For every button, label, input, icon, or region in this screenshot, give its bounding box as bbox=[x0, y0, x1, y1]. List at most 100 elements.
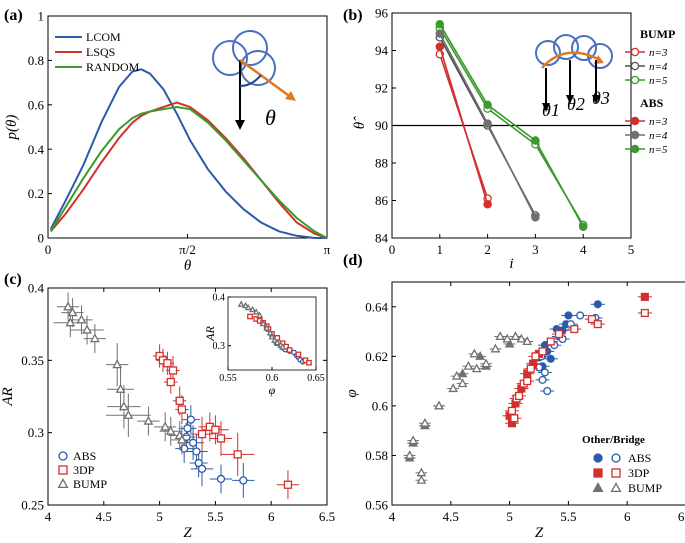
x-axis-label: Z bbox=[183, 525, 192, 541]
data-point bbox=[531, 136, 540, 145]
data-point-3dp bbox=[283, 480, 293, 489]
data-point-abs-bridge bbox=[540, 368, 549, 377]
data-point-3dp bbox=[211, 425, 220, 434]
data-point-bump-bridge bbox=[481, 358, 491, 368]
y-tick-label: 96 bbox=[375, 6, 389, 21]
legend-label-3dp: 3DP bbox=[73, 463, 95, 477]
plot-frame bbox=[391, 281, 685, 506]
data-point-bump-bridge bbox=[516, 333, 527, 343]
y-axis-label: φ bbox=[344, 389, 360, 397]
data-point-3dp bbox=[166, 377, 175, 387]
x-tick-label: 1 bbox=[437, 242, 444, 257]
series-line-lcom bbox=[49, 68, 327, 239]
sphere-3 bbox=[571, 35, 597, 61]
legend-swatch-marker bbox=[630, 61, 640, 71]
data-point-3dp-bridge bbox=[538, 347, 547, 356]
direction-arrow-head bbox=[285, 91, 296, 101]
y-tick-label: 0.6 bbox=[28, 97, 45, 112]
legend-title-abs: ABS bbox=[640, 96, 664, 110]
angle-arrow-head-1 bbox=[542, 103, 550, 112]
legend-label-bump: BUMP bbox=[628, 481, 662, 495]
legend-swatch-other-bump bbox=[592, 482, 604, 493]
x-tick-label: 5 bbox=[628, 242, 635, 257]
data-point-3dp-bridge bbox=[546, 337, 555, 346]
y-axis-label: AR bbox=[0, 387, 16, 406]
inset-point-3dp bbox=[295, 351, 302, 358]
x-tick-label: 0 bbox=[45, 242, 52, 257]
data-point-bump-bridge bbox=[404, 450, 415, 459]
data-point-bump-bridge bbox=[451, 370, 462, 380]
x-tick-label: π/2 bbox=[179, 242, 196, 257]
inset-point-bump bbox=[273, 338, 281, 346]
legend-swatch-marker bbox=[630, 47, 640, 57]
data-point-bump bbox=[165, 425, 176, 435]
legend-title-bump: BUMP bbox=[640, 27, 675, 41]
inset-x-axis-label: φ bbox=[269, 383, 276, 397]
inset-point-bump bbox=[256, 311, 264, 319]
data-point-3dp bbox=[216, 434, 226, 443]
data-point-bump bbox=[143, 415, 154, 425]
inset-point-3dp bbox=[306, 359, 312, 366]
legend-label-abs-n=5: n=5 bbox=[649, 144, 668, 156]
inset-point-bump bbox=[271, 336, 279, 343]
inset-x-tick-label: 0.65 bbox=[307, 373, 325, 384]
direction-arrow bbox=[239, 58, 293, 100]
data-point-bump-bridge bbox=[502, 333, 513, 343]
data-point-3dp-other bbox=[640, 292, 649, 301]
panel-b: 0 1 2 3 4 5 84 86 88 90 92 94 96 i θ̂ θ1 θ2 θ3 BUMP ABS n=3 n… bbox=[352, 6, 675, 272]
angle-label-1: θ1 bbox=[542, 100, 560, 120]
y-tick-label: 0.8 bbox=[28, 53, 44, 68]
legend-swatch-3dp bbox=[58, 465, 68, 475]
y-tick-label: 0.4 bbox=[28, 142, 45, 157]
x-axis-label: Z bbox=[535, 525, 544, 541]
panel-label-d: (d) bbox=[343, 252, 363, 269]
plot-frame bbox=[47, 287, 328, 506]
y-tick-label: 86 bbox=[375, 193, 389, 208]
y-axis-label: p(θ) bbox=[4, 115, 20, 141]
x-tick-label: 4 bbox=[580, 242, 587, 257]
angle-label: θ bbox=[265, 105, 276, 130]
inset-point-bump bbox=[268, 333, 276, 340]
legend-swatch-bridge-bump bbox=[610, 482, 622, 493]
data-point-bump bbox=[63, 301, 74, 311]
series-line-random bbox=[49, 105, 328, 239]
legend-label-lcom: LCOM bbox=[86, 30, 121, 44]
data-point bbox=[483, 199, 492, 209]
data-point-bump bbox=[160, 421, 171, 431]
x-axis-label: θ bbox=[184, 258, 192, 274]
data-point-bump-bridge bbox=[416, 474, 427, 484]
data-point bbox=[483, 119, 492, 128]
angle-arc bbox=[239, 74, 262, 87]
data-point-abs-other bbox=[564, 311, 573, 320]
y-tick-label: 0.6 bbox=[372, 398, 389, 413]
legend-label-lsqs: LSQS bbox=[86, 45, 115, 59]
x-tick-label: 5.5 bbox=[560, 509, 576, 524]
y-tick-label: 88 bbox=[375, 156, 388, 171]
y-tick-label: 0.4 bbox=[28, 281, 45, 296]
angle-label-2: θ2 bbox=[567, 94, 585, 114]
y-tick-label: 0.3 bbox=[28, 425, 44, 440]
legend-label-abs: ABS bbox=[73, 449, 96, 463]
y-tick-label: 0 bbox=[38, 231, 45, 246]
x-tick-label: 4 bbox=[45, 509, 52, 524]
data-point bbox=[435, 29, 445, 38]
series-line-abs-n=5 bbox=[439, 23, 584, 228]
y-tick-label: 0.64 bbox=[365, 299, 388, 314]
data-point-3dp-bridge bbox=[531, 352, 540, 361]
data-point-bump-bridge bbox=[457, 378, 468, 388]
y-tick-label: 94 bbox=[375, 43, 389, 58]
angle-arrow-head-2 bbox=[566, 95, 574, 104]
data-point-bump-bridge bbox=[434, 400, 444, 410]
inset-point-bump bbox=[244, 303, 252, 311]
data-point-bump bbox=[112, 359, 123, 369]
data-point-3dp-bridge bbox=[510, 414, 519, 423]
series-line-lsqs bbox=[49, 101, 328, 239]
data-point-3dp-bridge bbox=[554, 329, 564, 339]
data-point-bump bbox=[89, 333, 100, 343]
data-point bbox=[483, 100, 492, 110]
data-point-bump-bridge bbox=[469, 348, 480, 358]
data-point-3dp bbox=[233, 450, 242, 459]
data-point-bump-bridge bbox=[490, 343, 501, 353]
